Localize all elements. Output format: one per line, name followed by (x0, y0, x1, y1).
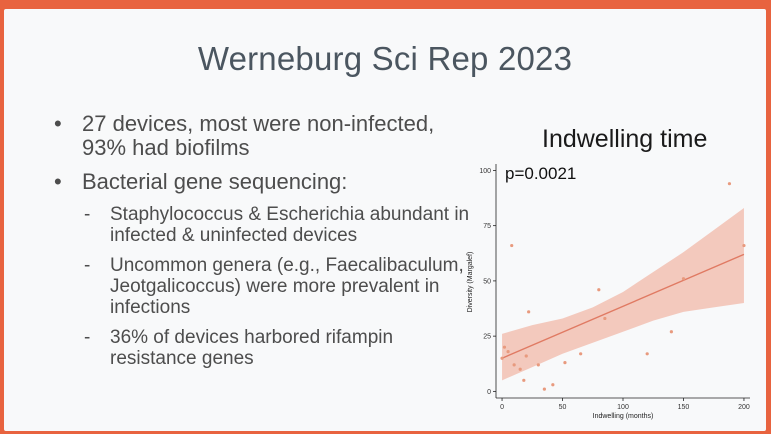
data-point (527, 310, 531, 314)
data-point (518, 367, 522, 371)
sub-bullet-item: - Uncommon genera (e.g., Faecalibaculum,… (54, 255, 474, 318)
data-point (742, 243, 746, 248)
x-tick-label: 200 (738, 404, 750, 411)
y-tick-label: 100 (479, 168, 491, 175)
dash-icon: - (84, 255, 91, 276)
y-axis-label: Diversity (Margalef) (467, 252, 474, 313)
bullet-text: 27 devices, most were non-infected, 93% … (82, 111, 435, 160)
data-point (524, 354, 528, 358)
bullet-dot-icon: • (54, 111, 62, 136)
data-point (522, 378, 526, 382)
y-tick-label: 50 (483, 278, 491, 285)
data-point (645, 352, 649, 356)
y-tick-label: 75 (483, 223, 491, 230)
data-point (563, 361, 567, 365)
sub-bullet-text: Staphylococcus & Escherichia abundant in… (110, 204, 470, 246)
sub-bullet-item: - 36% of devices harbored rifampin resis… (54, 327, 474, 369)
x-axis-label: Indwelling (months) (593, 413, 654, 420)
data-point (536, 363, 540, 367)
fit-line (501, 253, 745, 359)
data-point (500, 356, 504, 360)
bullet-text: Bacterial gene sequencing: (82, 169, 348, 194)
dash-icon: - (84, 327, 91, 348)
sub-bullet-item: - Staphylococcus & Escherichia abundant … (54, 204, 474, 246)
data-point (603, 316, 607, 321)
data-point (597, 288, 601, 292)
slide-title: Werneburg Sci Rep 2023 (197, 40, 573, 77)
sub-bullet-text: Uncommon genera (e.g., Faecalibaculum, J… (110, 255, 464, 318)
data-point (551, 383, 555, 387)
data-point (510, 243, 514, 248)
bullet-item: • Bacterial gene sequencing: (54, 170, 474, 194)
dash-icon: - (84, 204, 91, 225)
confidence-band (502, 207, 744, 381)
data-point (542, 387, 546, 391)
x-tick-label: 150 (678, 404, 690, 411)
x-tick-label: 50 (559, 404, 567, 411)
bullet-list: • 27 devices, most were non-infected, 93… (54, 112, 474, 378)
slide (4, 9, 766, 431)
x-tick-label: 0 (500, 404, 504, 411)
y-tick-label: 25 (483, 334, 491, 341)
bullet-item: • 27 devices, most were non-infected, 93… (54, 112, 474, 160)
chart-title: Indwelling time (542, 125, 708, 153)
y-tick-label: 0 (487, 389, 491, 396)
data-point (512, 363, 516, 367)
data-point (579, 352, 583, 356)
p-value-annotation: p=0.0021 (505, 164, 577, 183)
data-point (727, 182, 732, 186)
data-point (681, 277, 686, 281)
sub-bullet-text: 36% of devices harbored rifampin resista… (110, 327, 394, 369)
data-point (506, 350, 510, 354)
data-point (502, 345, 507, 349)
x-tick-label: 100 (617, 404, 629, 411)
bullet-dot-icon: • (54, 169, 62, 194)
data-point (669, 330, 673, 334)
